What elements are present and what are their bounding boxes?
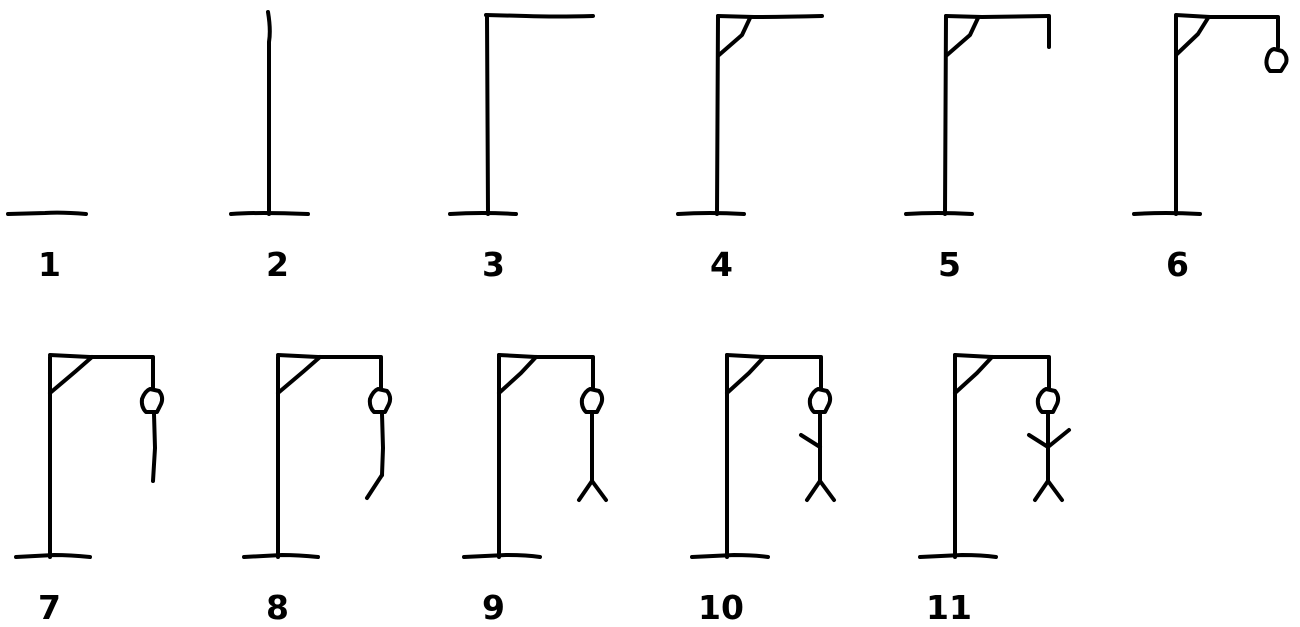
brace-stroke — [945, 16, 980, 57]
post-stroke — [266, 10, 272, 216]
base-stroke — [462, 553, 542, 559]
post-stroke — [943, 14, 948, 216]
beam-stroke — [944, 14, 1051, 19]
head-stroke — [139, 387, 165, 414]
step-label: 5 — [938, 245, 961, 284]
right-leg-stroke — [818, 479, 836, 502]
left-leg-stroke — [805, 479, 822, 502]
hangman-stage-4: 4 — [676, 14, 824, 284]
beam-stroke — [48, 353, 155, 359]
step-label: 10 — [698, 588, 744, 627]
beam-stroke — [725, 353, 823, 359]
left-leg-stroke — [365, 473, 384, 500]
right-leg-stroke — [1046, 479, 1064, 502]
step-label: 1 — [38, 245, 61, 284]
brace-stroke — [725, 355, 766, 395]
step-label: 9 — [482, 588, 505, 627]
brace-stroke — [1175, 16, 1210, 56]
head-stroke — [1035, 387, 1061, 414]
beam-stroke — [484, 13, 595, 19]
step-label: 6 — [1166, 245, 1189, 284]
beam-stroke — [497, 353, 595, 359]
head-stroke — [579, 387, 605, 414]
brace-stroke — [717, 16, 752, 57]
base-stroke — [229, 211, 310, 216]
hangman-stage-6: 6 — [1132, 13, 1289, 284]
base-stroke — [6, 210, 88, 216]
beam-stroke — [276, 353, 383, 359]
beam-stroke — [1174, 13, 1280, 19]
post-stroke — [485, 14, 490, 216]
step-label: 11 — [926, 588, 972, 627]
brace-stroke — [48, 355, 94, 395]
left-leg-stroke — [577, 479, 594, 502]
post-stroke — [715, 14, 720, 216]
right-arm-stroke — [1046, 428, 1071, 449]
beam-stroke — [953, 353, 1051, 359]
body-stroke — [151, 412, 157, 483]
base-stroke — [904, 211, 974, 216]
hangman-stage-5: 5 — [904, 14, 1051, 284]
left-arm-stroke — [1027, 433, 1050, 449]
head-stroke — [1264, 47, 1289, 73]
base-stroke — [690, 553, 770, 559]
base-stroke — [1132, 211, 1202, 216]
hangman-stage-10: 10 — [690, 353, 836, 627]
hangman-stage-1: 1 — [6, 210, 88, 284]
left-leg-stroke — [1033, 479, 1050, 502]
base-stroke — [242, 553, 320, 559]
hangman-stage-11: 11 — [918, 353, 1071, 627]
step-label: 8 — [266, 588, 289, 627]
base-stroke — [448, 211, 518, 216]
hangman-stage-2: 2 — [229, 10, 310, 284]
brace-stroke — [953, 355, 994, 395]
step-label: 4 — [710, 245, 733, 284]
body-stroke — [380, 412, 385, 477]
brace-stroke — [276, 355, 322, 395]
base-stroke — [676, 211, 746, 216]
left-arm-stroke — [799, 433, 822, 449]
base-stroke — [14, 553, 92, 559]
base-stroke — [918, 553, 998, 559]
step-label: 7 — [38, 588, 61, 627]
beam-stroke — [716, 14, 824, 19]
hangman-stage-3: 3 — [448, 13, 595, 284]
hangman-stage-9: 9 — [462, 353, 608, 627]
right-leg-stroke — [590, 479, 608, 502]
hangman-stage-8: 8 — [242, 353, 393, 627]
hangman-stage-7: 7 — [14, 353, 165, 627]
head-stroke — [807, 387, 833, 414]
brace-stroke — [497, 355, 538, 395]
head-stroke — [367, 387, 393, 414]
step-label: 3 — [482, 245, 505, 284]
step-label: 2 — [266, 245, 289, 284]
